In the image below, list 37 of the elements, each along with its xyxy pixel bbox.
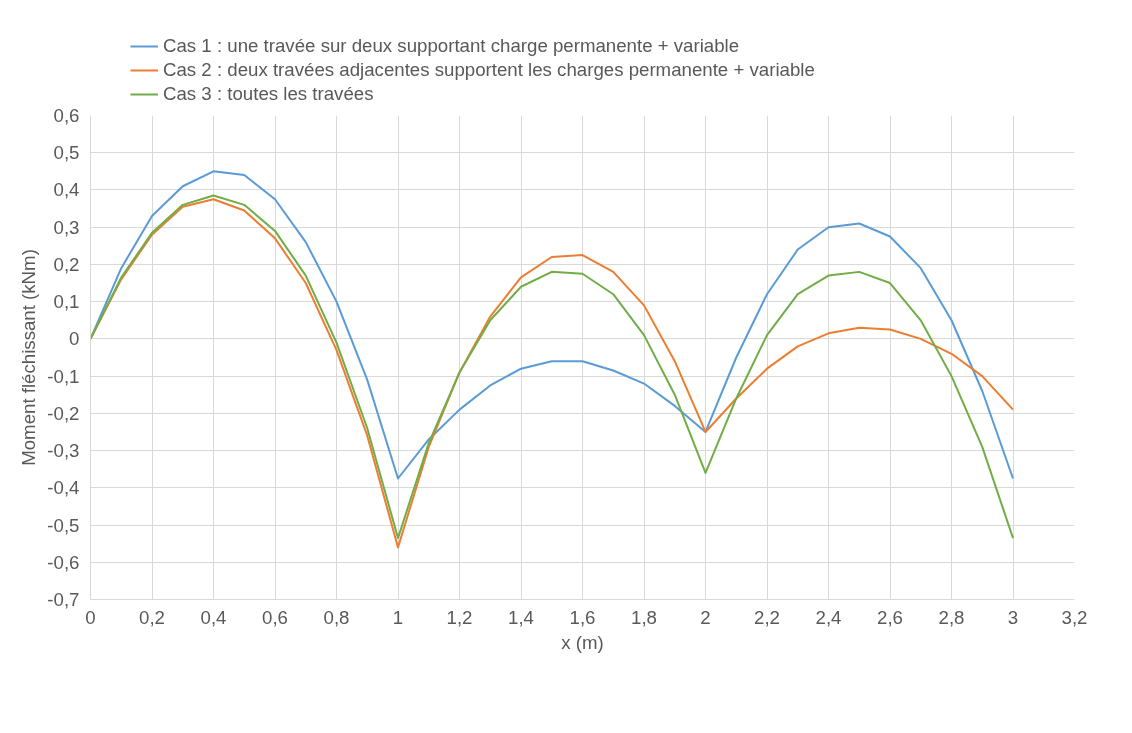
y-tick-label: 0,6 (53, 105, 80, 126)
x-tick-label: 2,6 (877, 606, 903, 628)
y-tick-label: 0,4 (53, 179, 80, 201)
y-axis-title: Moment fléchissant (kNm) (18, 249, 40, 466)
line-series (90, 170, 1014, 480)
y-tick-label: -0,3 (47, 440, 80, 462)
x-tick-label: 2 (700, 606, 711, 628)
legend-label: Cas 2 : deux travées adjacentes supportent les charges permanente + variable (163, 59, 815, 81)
x-tick-label: 0,8 (323, 606, 350, 628)
y-tick-label: -0,4 (47, 477, 80, 499)
y-tick-label: -0,1 (47, 365, 80, 387)
y-tick-label: -0,6 (47, 551, 80, 573)
x-tick-label: 0,6 (262, 606, 288, 628)
legend-label: Cas 1 : une travée sur deux supportant charge permanente + variable (163, 35, 740, 57)
x-tick-label: 1,2 (446, 606, 473, 628)
y-tick-label: -0,2 (47, 402, 80, 424)
y-tick-label: 0 (69, 328, 80, 350)
x-tick-label: 1,4 (508, 606, 534, 628)
x-tick-label: 2,8 (938, 606, 965, 628)
x-tick-label: 3 (1007, 606, 1019, 628)
x-tick-label: 1,8 (631, 606, 657, 628)
legend-label: Cas 3 : toutes les travées (163, 83, 374, 105)
x-tick-label: 1,6 (569, 606, 596, 628)
x-tick-label: 2,2 (754, 606, 780, 628)
y-tick-label: 0,1 (53, 291, 80, 313)
x-axis-title: x (m) (561, 631, 604, 653)
x-tick-label: 1 (392, 606, 404, 628)
y-tick-label: 0,5 (53, 142, 80, 164)
y-tick-label: 0,3 (53, 216, 80, 238)
y-tick-label: 0,2 (53, 253, 80, 275)
x-tick-label: 0,4 (200, 606, 227, 628)
x-tick-label: 2,4 (815, 606, 842, 628)
y-tick-label: -0,7 (47, 589, 80, 610)
x-tick-label: 3,2 (1061, 606, 1088, 628)
x-tick-label: 0,2 (139, 606, 165, 628)
x-tick-label: 0 (85, 606, 96, 628)
y-tick-label: -0,5 (47, 514, 80, 536)
